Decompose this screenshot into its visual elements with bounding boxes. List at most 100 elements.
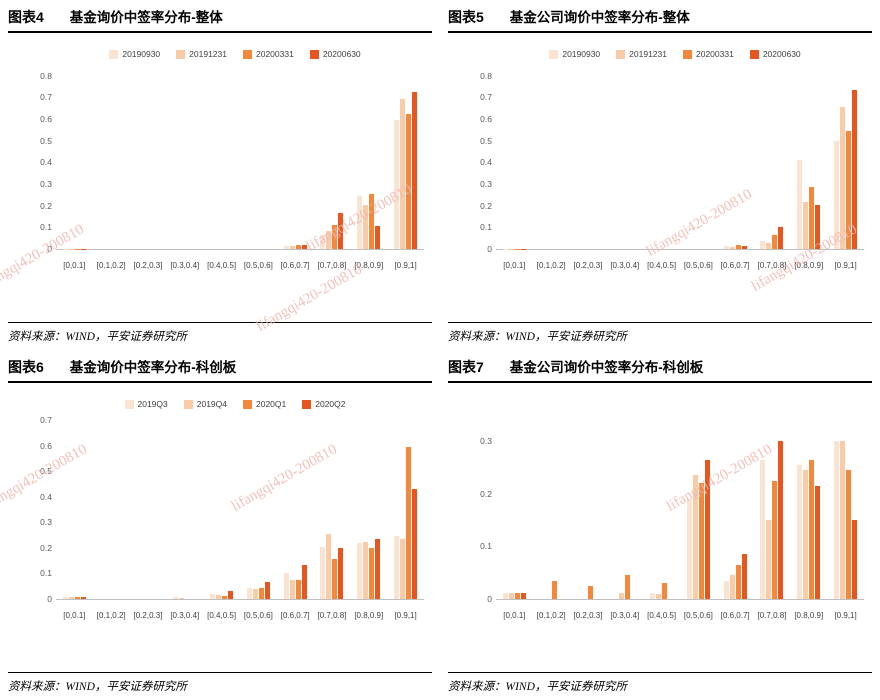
bar (797, 160, 803, 249)
x-axis-tick-label: [0,0.1] (63, 261, 86, 270)
x-axis-tick-label: [0.6,0.7] (720, 611, 750, 620)
axes: 0 0.1 0.2 0.3 0.4 0.5 0.6 0.7 0.8 (40, 65, 424, 254)
bar-group (717, 415, 754, 599)
bar-group (680, 65, 717, 249)
source-note: 资料来源：WIND，平安证券研究所 (448, 672, 872, 694)
legend-label: 20191231 (629, 49, 667, 59)
legend-item[interactable]: 20191231 (176, 49, 227, 59)
legend-item[interactable]: 20200630 (749, 49, 801, 59)
bar (772, 480, 778, 599)
x-axis-labels: [0,0.1] [0.1,0.2] [0.2,0.3] [0.3,0.4] [0.4,0… (496, 611, 864, 620)
bar (514, 592, 520, 599)
legend-swatch-icon (309, 49, 319, 59)
bar-groups (56, 65, 424, 249)
bar (846, 470, 852, 599)
y-axis-tick-label: 0 (487, 244, 492, 254)
bar-group (533, 415, 570, 599)
bar (502, 592, 508, 599)
bar (406, 446, 412, 599)
bar (840, 441, 846, 599)
bar (246, 587, 252, 599)
legend-item[interactable]: 20190930 (109, 49, 160, 59)
y-axis-tick-label: 0.5 (480, 135, 492, 146)
plot-area: 0 0.1 0.2 0.3 0.4 0.5 0.6 0.7 0.8 [0,0.1] [0.1,0.2… (448, 61, 872, 276)
x-axis-tick-label: [0.3,0.4] (610, 611, 640, 620)
legend-swatch-icon (109, 49, 119, 59)
legend-swatch-icon (243, 49, 252, 59)
bar (852, 89, 858, 249)
bar (741, 246, 747, 249)
plot-area: 0 0.1 0.2 0.3 0.4 0.5 0.6 0.7 [0,0.1] [0.1,0.2] [0… (8, 411, 432, 626)
bar (62, 596, 68, 599)
bar (815, 485, 821, 599)
legend-item[interactable]: 2019Q4 (183, 399, 227, 409)
panel-header: 图表4 基金询价中签率分布-整体 (8, 6, 432, 33)
panel-header: 图表7 基金公司询价中签率分布-科创板 (448, 356, 872, 383)
bar (809, 187, 815, 249)
legend-label: 20200630 (322, 49, 361, 59)
legend-item[interactable]: 20190930 (549, 49, 600, 59)
bar-group (277, 65, 314, 249)
x-axis-tick-label: [0.3,0.4] (170, 611, 200, 620)
legend-label: 20200331 (256, 49, 294, 59)
bar (551, 580, 557, 599)
y-axis-tick-label: 0.1 (480, 541, 492, 552)
x-axis-tick-label: [0.8,0.9] (354, 611, 384, 620)
bar (179, 597, 185, 599)
bar-group (387, 65, 424, 249)
legend-item[interactable]: 20200630 (309, 49, 361, 59)
bar (729, 246, 735, 249)
bar-group (496, 65, 533, 249)
bar (68, 596, 74, 599)
bar (803, 470, 809, 599)
bar (729, 575, 735, 599)
legend-swatch-icon (749, 49, 759, 59)
bar (375, 538, 381, 599)
bar-group (56, 65, 93, 249)
bar (210, 594, 216, 599)
x-axis-tick-label: [0.4,0.5] (207, 611, 237, 620)
legend-item[interactable]: 2020Q2 (302, 399, 346, 409)
bar-group (277, 415, 314, 599)
legend-swatch-icon (183, 399, 193, 409)
y-axis-tick-label: 0.5 (40, 466, 52, 477)
bar (301, 244, 307, 249)
bar-group (570, 65, 607, 249)
bar (283, 245, 289, 249)
x-axis-tick-label: [0.9,1] (394, 611, 417, 620)
bar (357, 195, 363, 249)
legend-swatch-icon (616, 49, 626, 59)
x-axis-tick-label: [0.6,0.7] (280, 611, 310, 620)
x-axis-tick-label: [0.6,0.7] (720, 261, 750, 270)
bar (772, 234, 778, 249)
bar (289, 246, 295, 249)
bar-group (203, 65, 240, 249)
x-axis-tick-label: [0.7,0.8] (757, 611, 787, 620)
bar (338, 213, 344, 249)
legend-swatch-icon (176, 49, 186, 59)
x-axis-labels: [0,0.1] [0.1,0.2] [0.2,0.3] [0.3,0.4] [0.4,0… (496, 261, 864, 270)
bar (778, 441, 784, 599)
legend-label: 2019Q3 (137, 399, 168, 409)
bar-group (754, 65, 791, 249)
bar (619, 592, 625, 599)
bar (846, 131, 852, 249)
bar (301, 564, 307, 599)
x-axis-tick-label: [0.1,0.2] (536, 611, 566, 620)
x-axis-tick-label: [0.6,0.7] (280, 261, 310, 270)
bar-group (203, 415, 240, 599)
legend-item[interactable]: 20200331 (243, 49, 294, 59)
panel-inner: 图表4 基金询价中签率分布-整体 20190930 20191231 20200331 2… (8, 6, 432, 344)
bar (338, 547, 344, 599)
legend-item[interactable]: 20191231 (616, 49, 667, 59)
panel-header: 图表5 基金公司询价中签率分布-整体 (448, 6, 872, 33)
legend-item[interactable]: 2019Q3 (124, 399, 168, 409)
legend-item[interactable]: 2020Q1 (243, 399, 286, 409)
legend-item[interactable]: 20200331 (683, 49, 734, 59)
bar (295, 244, 301, 249)
bar (252, 588, 258, 599)
bar (508, 592, 514, 599)
panel-inner: 图表7基金公司询价中签率分布-科创板2019Q32019Q42020Q12020… (448, 356, 872, 694)
x-axis-labels: [0,0.1] [0.1,0.2] [0.2,0.3] [0.3,0.4] [0.4,0… (56, 261, 424, 270)
bar-group (643, 65, 680, 249)
